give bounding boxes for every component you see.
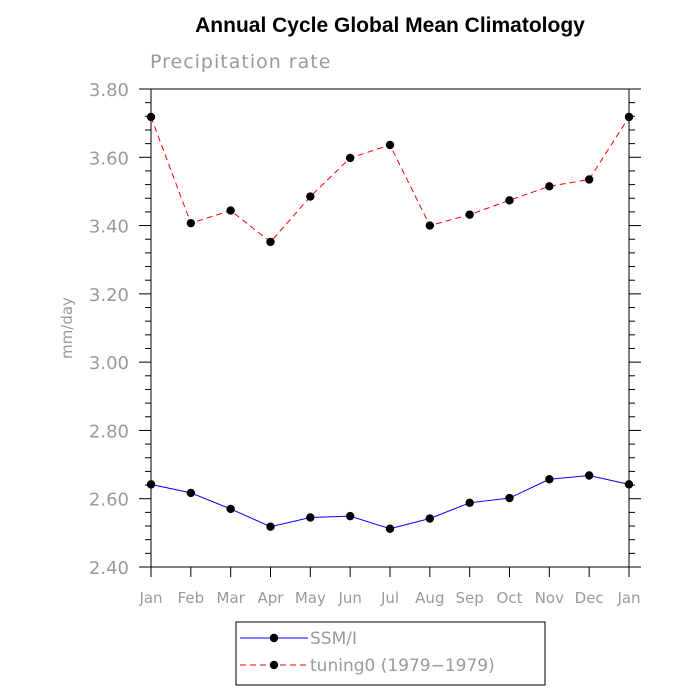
series-1-point <box>146 112 156 122</box>
series-1-point <box>186 218 196 228</box>
x-tick-label: Apr <box>258 589 285 607</box>
y-tick-label: 3.80 <box>89 80 129 101</box>
axis-ticks <box>139 88 641 577</box>
series-0-point <box>146 480 156 489</box>
x-tick-label: May <box>295 589 326 607</box>
series-0-point <box>465 498 474 508</box>
series-0-point <box>584 471 594 480</box>
x-tick-label: Oct <box>497 589 523 607</box>
series-1-point <box>624 112 634 122</box>
series-1-point <box>425 221 435 230</box>
series-0-point <box>385 524 395 533</box>
x-tick-label: Feb <box>178 589 205 607</box>
series-1-point <box>465 210 474 219</box>
series-1-point <box>266 237 275 247</box>
x-tick-label: Jul <box>380 589 399 607</box>
chart-subtitle: Precipitation rate <box>150 51 331 73</box>
y-tick-label: 3.40 <box>89 217 129 238</box>
legend-marker-0 <box>269 633 279 643</box>
series-1-point <box>545 182 554 191</box>
legend-box <box>235 621 546 686</box>
series-0-point <box>226 504 235 514</box>
y-tick-labels: 2.40 2.60 2.80 3.00 3.20 3.40 3.60 3.80 <box>89 80 129 579</box>
series-1-point <box>226 206 235 215</box>
series-0-point <box>345 511 355 521</box>
y-tick-label: 2.80 <box>89 421 129 442</box>
series-1-point <box>385 140 395 150</box>
x-tick-label: Aug <box>415 589 444 607</box>
plot-frame <box>150 88 630 568</box>
y-tick-label: 2.60 <box>89 490 129 511</box>
x-tick-label: Jan <box>138 589 162 607</box>
legend-label-0: SSM/I <box>310 629 357 649</box>
x-tick-labels: Jan Feb Mar Apr May Jun Jul Aug Sep Oct Nov Dec Jan <box>138 589 640 607</box>
x-tick-label: Sep <box>456 589 484 607</box>
series-0-point <box>425 514 435 523</box>
x-tick-label: Jan <box>616 589 640 607</box>
series-0-point <box>505 493 514 503</box>
series-1-point <box>584 175 594 184</box>
x-tick-label: Jun <box>337 589 361 607</box>
chart-title: Annual Cycle Global Mean Climatology <box>195 14 585 37</box>
y-tick-label: 3.20 <box>89 285 129 306</box>
legend-label-1: tuning0 (1979−1979) <box>310 656 495 676</box>
legend-entries: SSM/I tuning0 (1979−1979) <box>240 629 495 676</box>
x-tick-label: Dec <box>575 589 604 607</box>
series-layer <box>146 112 634 533</box>
x-tick-label: Mar <box>217 589 246 607</box>
series-1-point <box>345 153 355 163</box>
y-tick-label: 3.60 <box>89 148 129 169</box>
series-line-0 <box>150 474 630 530</box>
legend-marker-1 <box>269 660 279 670</box>
series-0-point <box>266 522 275 531</box>
series-1-point <box>306 192 315 201</box>
y-axis-label: mm/day <box>58 297 76 359</box>
x-tick-label: Nov <box>535 589 564 607</box>
y-tick-label: 3.00 <box>89 353 129 374</box>
series-line-1 <box>150 116 630 243</box>
legend: SSM/I tuning0 (1979−1979) <box>235 621 546 686</box>
series-0-point <box>306 513 315 522</box>
y-tick-label: 2.40 <box>89 558 129 579</box>
series-0-point <box>545 475 554 484</box>
series-0-point <box>624 480 634 489</box>
series-1-point <box>505 196 514 205</box>
series-0-point <box>186 488 196 498</box>
